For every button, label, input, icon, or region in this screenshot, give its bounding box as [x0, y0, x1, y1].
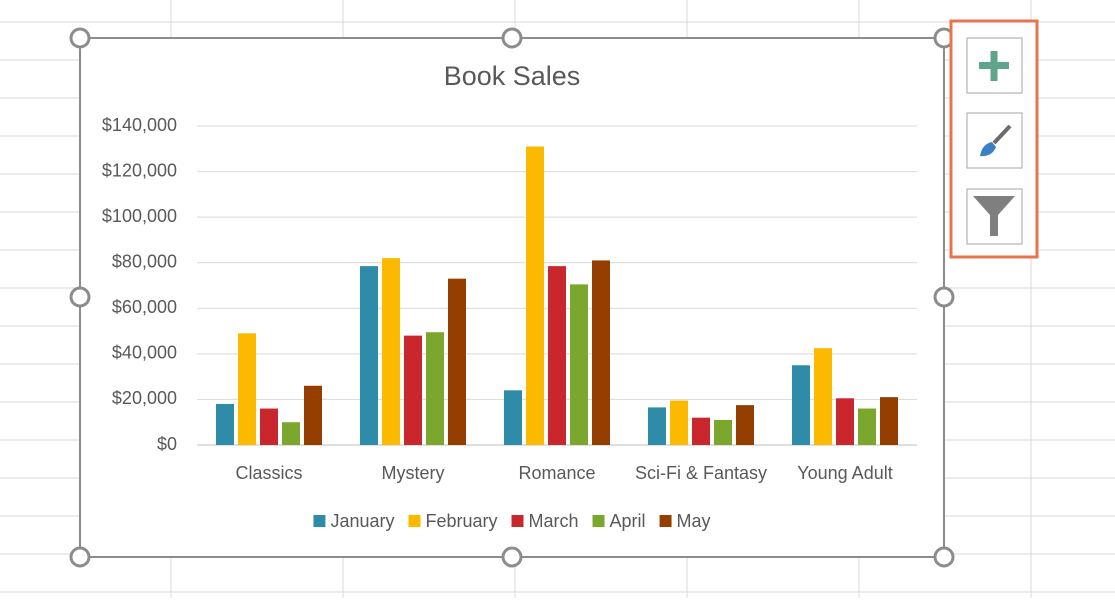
handle[interactable] [69, 286, 91, 308]
bar [670, 400, 688, 445]
bar [792, 365, 810, 445]
bar [360, 266, 378, 445]
bar [648, 407, 666, 445]
bar [260, 408, 278, 445]
chart-frame[interactable] [79, 37, 945, 558]
y-tick-label: $20,000 [112, 388, 177, 408]
bar [592, 260, 610, 445]
bar [238, 333, 256, 445]
legend-label: January [330, 511, 394, 531]
x-tick-label: Romance [518, 463, 595, 483]
bar [570, 284, 588, 445]
x-tick-label: Sci-Fi & Fantasy [635, 463, 767, 483]
bar [814, 348, 832, 445]
handle[interactable] [69, 27, 91, 49]
handle[interactable] [933, 286, 955, 308]
bar [526, 146, 544, 445]
bar [216, 403, 234, 445]
bar [858, 408, 876, 445]
handle[interactable] [501, 546, 523, 568]
bar [504, 390, 522, 445]
bar [692, 417, 710, 445]
handle[interactable] [933, 546, 955, 568]
legend-swatch [408, 515, 421, 527]
y-tick-label: $140,000 [102, 115, 177, 135]
y-tick-label: $100,000 [102, 206, 177, 226]
bar [548, 266, 566, 445]
bar [448, 278, 466, 445]
bar [404, 335, 422, 445]
chart-title: Book Sales [444, 61, 581, 91]
y-tick-label: $40,000 [112, 343, 177, 363]
legend-swatch [659, 515, 672, 527]
bar [714, 419, 732, 445]
chart-filters-button[interactable] [966, 188, 1023, 245]
x-tick-label: Classics [235, 463, 302, 483]
legend-label: May [677, 511, 711, 531]
legend-swatch [592, 515, 605, 527]
legend-swatch [511, 515, 524, 527]
y-tick-label: $60,000 [112, 297, 177, 317]
bar [836, 398, 854, 445]
bar [880, 397, 898, 445]
handle[interactable] [69, 546, 91, 568]
bar [282, 422, 300, 445]
handle[interactable] [501, 27, 523, 49]
legend-swatch [313, 515, 326, 527]
chart-styles-button[interactable] [966, 112, 1023, 169]
resize-handles [69, 27, 955, 568]
x-tick-label: Mystery [382, 463, 445, 483]
y-tick-label: $0 [157, 434, 177, 454]
legend-label: April [610, 511, 646, 531]
bar [736, 405, 754, 445]
y-tick-label: $120,000 [102, 160, 177, 180]
bar [426, 332, 444, 445]
x-tick-label: Young Adult [797, 463, 892, 483]
bar [304, 385, 322, 445]
legend-label: March [529, 511, 579, 531]
chart-elements-button[interactable] [966, 37, 1023, 94]
bar [382, 258, 400, 445]
y-tick-label: $80,000 [112, 251, 177, 271]
legend-label: February [425, 511, 497, 531]
